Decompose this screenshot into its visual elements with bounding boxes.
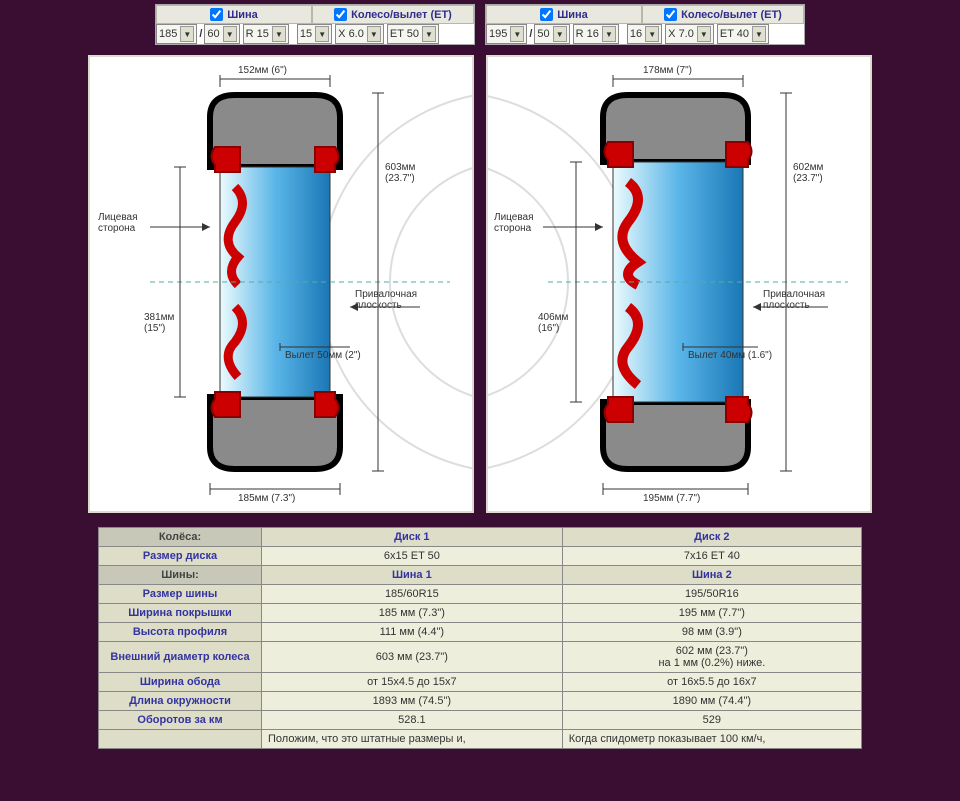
lbl-mount-2: Привалочная плоскость bbox=[763, 289, 825, 311]
lbl-offset-1: Вылет 50мм (2") bbox=[285, 350, 361, 361]
lbl-outer-1: 603мм (23.7") bbox=[385, 162, 415, 184]
th-tire2: Шина 2 bbox=[562, 566, 861, 585]
v-ts2: 195/50R16 bbox=[562, 585, 861, 604]
v-od2: 602 мм (23.7") на 1 мм (0.2%) ниже. bbox=[562, 642, 861, 673]
lbl-mount-1: Привалочная плоскость bbox=[355, 289, 417, 311]
th-disk1: Диск 1 bbox=[262, 528, 563, 547]
th-disk2: Диск 2 bbox=[562, 528, 861, 547]
sel-width-l[interactable]: 185▼ bbox=[156, 24, 197, 44]
sep: / bbox=[197, 24, 204, 44]
l-profileh: Высота профиля bbox=[99, 623, 262, 642]
sel-r-r[interactable]: R 16▼ bbox=[573, 24, 619, 44]
chk-tire-right[interactable]: Шина bbox=[486, 5, 642, 24]
th-wheels: Колёса: bbox=[99, 528, 262, 547]
sel-et-r[interactable]: ET 40▼ bbox=[717, 24, 769, 44]
chk-wheel-left[interactable]: Колесо/вылет (ET) bbox=[312, 5, 474, 24]
checkbox-wheel-left[interactable] bbox=[334, 8, 347, 21]
th-tires: Шины: bbox=[99, 566, 262, 585]
sel-x-l[interactable]: X 6.0▼ bbox=[335, 24, 384, 44]
v-ph2: 98 мм (3.9") bbox=[562, 623, 861, 642]
lbl-offset-2: Вылет 40мм (1.6") bbox=[688, 350, 772, 361]
lbl-rimd-2: 406мм (16") bbox=[538, 312, 568, 334]
diagram-left: 152мм (6") Лицевая сторона 603мм (23.7")… bbox=[88, 55, 474, 513]
sel-et-l[interactable]: ET 50▼ bbox=[387, 24, 439, 44]
v-od1: 603 мм (23.7") bbox=[262, 642, 563, 673]
lbl-rimw-2: 178мм (7") bbox=[643, 65, 692, 76]
v-rpk2: 529 bbox=[562, 711, 861, 730]
tire-controls-left: Шина Колесо/вылет (ET) 185▼ / 60▼ R 15▼ … bbox=[155, 4, 475, 45]
sel-profile-l[interactable]: 60▼ bbox=[204, 24, 239, 44]
v-c2: 1890 мм (74.4") bbox=[562, 692, 861, 711]
wheel-svg-right bbox=[488, 57, 870, 511]
th-tire1: Шина 1 bbox=[262, 566, 563, 585]
lbl-tirew-2: 195мм (7.7") bbox=[643, 493, 700, 504]
sep: / bbox=[527, 24, 534, 44]
v-rw2: от 16x5.5 до 16x7 bbox=[562, 673, 861, 692]
sel-width-r[interactable]: 195▼ bbox=[486, 24, 527, 44]
diagrams: 152мм (6") Лицевая сторона 603мм (23.7")… bbox=[0, 55, 960, 513]
chk-tire-left[interactable]: Шина bbox=[156, 5, 312, 24]
v-note2: Когда спидометр показывает 100 км/ч, bbox=[562, 730, 861, 749]
tire-controls-right: Шина Колесо/вылет (ET) 195▼ / 50▼ R 16▼ … bbox=[485, 4, 805, 45]
sel-rimd-r[interactable]: 16▼ bbox=[627, 24, 662, 44]
wheel-svg-left bbox=[90, 57, 472, 511]
v-note1: Положим, что это штатные размеры и, bbox=[262, 730, 563, 749]
v-disksize2: 7x16 ET 40 bbox=[562, 547, 861, 566]
lbl-outer-2: 602мм (23.7") bbox=[793, 162, 823, 184]
lbl-face-1: Лицевая сторона bbox=[98, 212, 138, 234]
sel-profile-r[interactable]: 50▼ bbox=[534, 24, 569, 44]
checkbox-tire-left[interactable] bbox=[210, 8, 223, 21]
v-ph1: 111 мм (4.4") bbox=[262, 623, 563, 642]
label-wheel-r: Колесо/вылет (ET) bbox=[681, 9, 782, 21]
sel-rimd-l[interactable]: 15▼ bbox=[297, 24, 332, 44]
sel-r-l[interactable]: R 15▼ bbox=[243, 24, 289, 44]
chk-wheel-right[interactable]: Колесо/вылет (ET) bbox=[642, 5, 804, 24]
v-c1: 1893 мм (74.5") bbox=[262, 692, 563, 711]
l-tiresize: Размер шины bbox=[99, 585, 262, 604]
lbl-rimd-1: 381мм (15") bbox=[144, 312, 174, 334]
lbl-rimw-1: 152мм (6") bbox=[238, 65, 287, 76]
top-controls: Шина Колесо/вылет (ET) 185▼ / 60▼ R 15▼ … bbox=[0, 0, 960, 47]
label-wheel: Колесо/вылет (ET) bbox=[351, 9, 452, 21]
l-empty bbox=[99, 730, 262, 749]
sel-x-r[interactable]: X 7.0▼ bbox=[665, 24, 714, 44]
v-tw2: 195 мм (7.7") bbox=[562, 604, 861, 623]
diagram-right: 178мм (7") Лицевая сторона 602мм (23.7")… bbox=[486, 55, 872, 513]
l-disksize: Размер диска bbox=[99, 547, 262, 566]
comparison-table: Колёса: Диск 1 Диск 2 Размер диска 6x15 … bbox=[98, 527, 862, 749]
lbl-tirew-1: 185мм (7.3") bbox=[238, 493, 295, 504]
l-outerd: Внешний диаметр колеса bbox=[99, 642, 262, 673]
l-rpk: Оборотов за км bbox=[99, 711, 262, 730]
lbl-face-2: Лицевая сторона bbox=[494, 212, 534, 234]
l-circ: Длина окружности bbox=[99, 692, 262, 711]
l-rimw: Ширина обода bbox=[99, 673, 262, 692]
label-tire-r: Шина bbox=[557, 9, 588, 21]
checkbox-wheel-right[interactable] bbox=[664, 8, 677, 21]
checkbox-tire-right[interactable] bbox=[540, 8, 553, 21]
v-ts1: 185/60R15 bbox=[262, 585, 563, 604]
l-treadw: Ширина покрышки bbox=[99, 604, 262, 623]
label-tire: Шина bbox=[227, 9, 258, 21]
v-rw1: от 15x4.5 до 15x7 bbox=[262, 673, 563, 692]
v-tw1: 185 мм (7.3") bbox=[262, 604, 563, 623]
v-rpk1: 528.1 bbox=[262, 711, 563, 730]
v-disksize1: 6x15 ET 50 bbox=[262, 547, 563, 566]
